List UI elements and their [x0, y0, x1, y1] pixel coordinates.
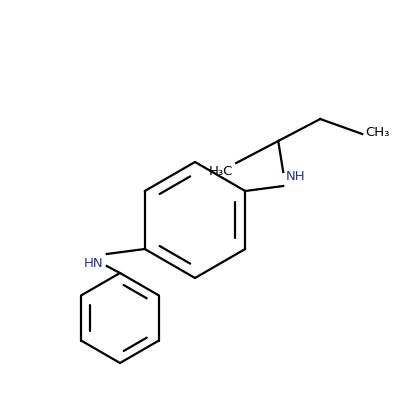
Text: H₃C: H₃C — [209, 165, 233, 178]
Text: CH₃: CH₃ — [365, 126, 390, 138]
Text: HN: HN — [84, 257, 104, 270]
Text: NH: NH — [286, 170, 306, 183]
